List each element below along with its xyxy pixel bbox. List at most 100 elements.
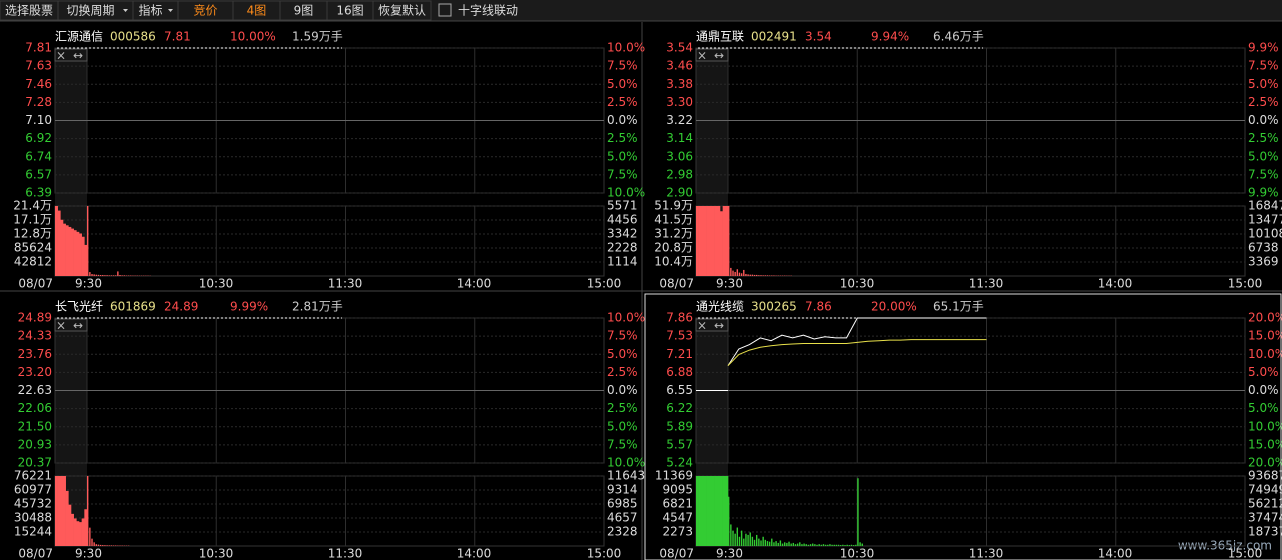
panel-icon[interactable]: × (697, 49, 707, 63)
panel-icon[interactable]: × (56, 49, 66, 63)
auction-volume-bar (79, 522, 82, 546)
auction-volume-bar (714, 476, 718, 546)
price-tick-label: 24.33 (18, 329, 52, 343)
time-label: 10:30 (199, 277, 234, 291)
volume-bar (837, 544, 840, 546)
toolbar-button-label[interactable]: 竞价 (193, 4, 217, 18)
auction-volume-bar (84, 509, 88, 546)
pct-tick-label: 10.0% (607, 311, 645, 325)
volume-tick-label-right: 9314 (607, 483, 638, 497)
checkbox-label[interactable]: 十字线联动 (458, 3, 518, 18)
volume-bar (728, 496, 730, 546)
volume-bar (827, 544, 829, 546)
volume-bar (824, 544, 827, 546)
toolbar-button-label[interactable]: 选择股票 (5, 4, 53, 18)
price-tick-label: 23.20 (18, 365, 52, 379)
volume-bar (736, 527, 739, 546)
volume-bar (104, 275, 106, 276)
volume-bar (91, 274, 93, 276)
price-tick-label: 24.89 (18, 311, 52, 325)
panel-icon[interactable]: ↔ (714, 319, 724, 333)
pct-tick-label: 7.5% (1248, 59, 1279, 73)
auction-volume-bar (76, 521, 80, 546)
icon-box (695, 318, 729, 332)
icon-box (54, 318, 88, 332)
toolbar-button-label[interactable]: 指标 (138, 3, 162, 18)
volume-bar (842, 544, 844, 546)
volume-bar (784, 542, 786, 546)
time-label: 10:30 (840, 277, 875, 291)
toolbar-button-label[interactable]: 9图 (294, 4, 314, 18)
price-tick-label: 20.37 (18, 456, 52, 470)
time-label: 10:30 (840, 547, 875, 560)
pct-tick-label: 15.0% (1248, 329, 1282, 343)
volume-bar (809, 544, 812, 546)
volume-tick-label: 10.4万 (654, 255, 693, 269)
toolbar-button-label[interactable]: 恢复默认 (378, 3, 426, 18)
volume-bar (91, 538, 93, 546)
volume-bar (846, 544, 848, 546)
toolbar-button[interactable] (372, 0, 432, 21)
auction-volume-bar (84, 244, 88, 276)
volume-tick-label-right: 74949 (1248, 483, 1282, 497)
price-tick-label: 23.76 (18, 347, 52, 361)
toolbar-button-label[interactable]: 4图 (247, 4, 267, 18)
auction-volume-bar (65, 225, 69, 276)
volume-bar (745, 533, 747, 546)
volume-tick-label: 51.9万 (654, 199, 693, 213)
volume-bar (738, 272, 741, 276)
volume-bar (121, 275, 123, 276)
volume-tick-label: 42812 (14, 255, 52, 269)
panel-icon[interactable]: × (56, 319, 66, 333)
volume-bar (799, 542, 801, 546)
auction-volume-bar (76, 231, 80, 276)
header-price: 3.54 (805, 30, 832, 44)
auction-volume-bar (63, 476, 66, 546)
auction-volume-bar (73, 230, 77, 276)
volume-bar (781, 543, 784, 546)
volume-tick-label-right: 5571 (607, 199, 638, 213)
price-tick-label: 5.89 (666, 419, 693, 433)
header-price: 7.86 (805, 300, 832, 314)
price-tick-label: 22.06 (18, 401, 52, 415)
price-tick-label: 3.46 (666, 59, 693, 73)
auction-volume-bar (709, 206, 713, 276)
pct-tick-label: 5.0% (607, 419, 638, 433)
panel-icon[interactable]: ↔ (714, 49, 724, 63)
volume-tick-label-right: 4456 (607, 213, 638, 227)
pct-tick-label: 0.0% (607, 113, 638, 127)
checkbox[interactable] (438, 3, 452, 17)
pct-tick-label: 7.5% (1248, 167, 1279, 181)
panel-icon[interactable]: × (697, 319, 707, 333)
volume-bar (753, 539, 756, 546)
dropdown-arrow[interactable] (123, 9, 128, 12)
volume-bar (816, 544, 818, 546)
volume-bar (119, 275, 121, 276)
pct-tick-label: 2.5% (607, 95, 638, 109)
volume-bar (102, 275, 104, 276)
auction-volume-bar (717, 476, 721, 546)
price-tick-label: 3.38 (666, 77, 693, 91)
panel-icon[interactable]: ↔ (73, 319, 83, 333)
dropdown-arrow[interactable] (168, 9, 173, 12)
volume-tick-label-right: 4657 (607, 511, 638, 525)
toolbar-button-label[interactable]: 16图 (336, 4, 363, 18)
volume-bar (773, 275, 775, 276)
volume-bar (99, 275, 102, 276)
panel-icon[interactable]: ↔ (73, 49, 83, 63)
header-price: 24.89 (164, 300, 198, 314)
volume-tick-label-right: 2328 (607, 525, 638, 539)
header-volume-text: 2.81万手 (292, 300, 343, 314)
volume-bar (751, 274, 754, 276)
toolbar-button-label[interactable]: 切换周期 (66, 4, 114, 18)
header-name: 通鼎互联 (696, 30, 744, 44)
price-tick-label: 5.57 (666, 437, 693, 451)
auction-volume-bar (68, 226, 72, 276)
volume-tick-label: 15244 (14, 525, 52, 539)
header-change-pct: 10.00% (230, 30, 276, 44)
price-tick-label: 6.39 (25, 186, 52, 200)
volume-bar (801, 544, 803, 546)
stock-panel: 长飞光纤 601869 24.89 9.99% 2.81万手 × ↔ 24.89 10.0% 24… (14, 300, 645, 560)
volume-bar (108, 545, 110, 546)
volume-bar (117, 271, 119, 276)
